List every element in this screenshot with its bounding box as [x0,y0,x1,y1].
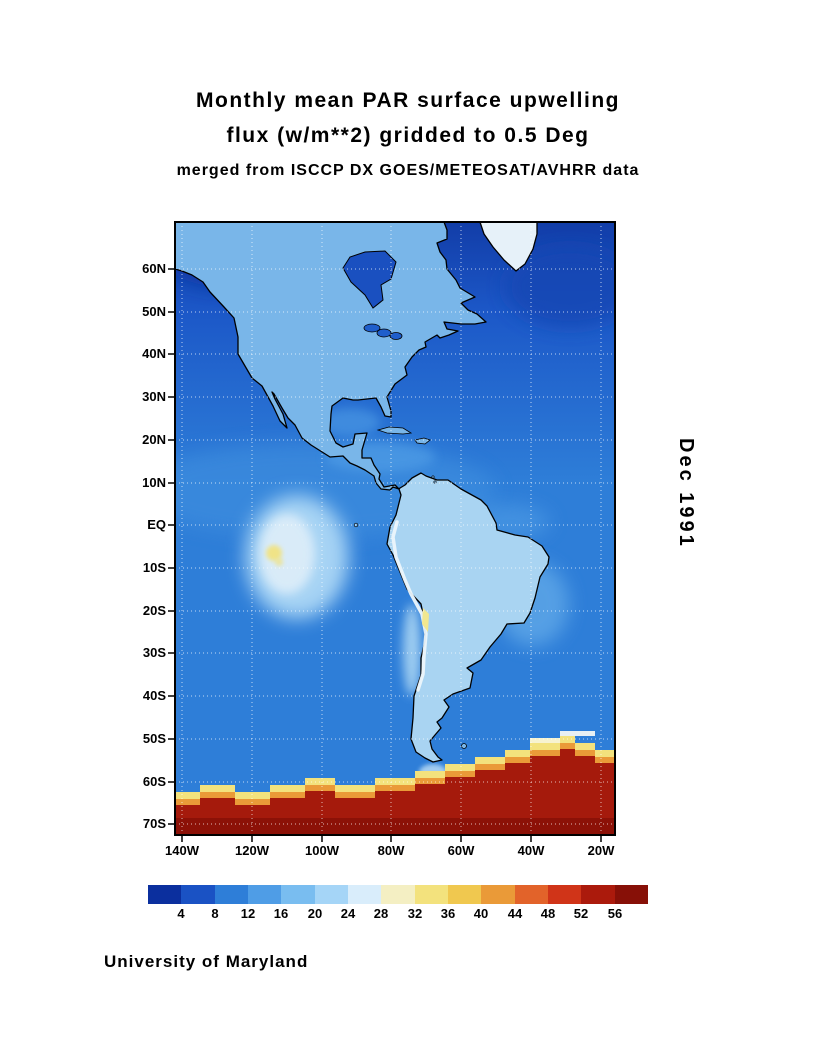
colorbar [148,885,648,904]
colorbar-label: 24 [340,906,356,921]
lat-tick-label: 40S [142,688,166,703]
colorbar-label: 20 [307,906,323,921]
colorbar-label: 8 [211,906,219,921]
se-pacific-yellow-maximum [266,545,282,561]
colorbar-label: 28 [373,906,389,921]
colorbar-label: 4 [177,906,185,921]
map-field [175,222,615,835]
colorbar-cell [148,885,182,904]
antarctic-gold-cells [530,738,560,743]
colorbar-label: 16 [273,906,289,921]
greenland-landmass [479,222,538,272]
se-pacific-yellow-maximum-2 [275,558,283,566]
lon-tick-label: 120W [235,843,269,858]
lon-tick-label: 20W [587,843,615,858]
credit-text: University of Maryland [104,952,309,971]
lat-tick-label: 30N [142,389,166,404]
lat-tick-label: 20N [142,432,166,447]
north-atlantic-dark-patch [505,247,615,327]
lat-tick-label: 40N [142,346,166,361]
lat-tick-label: EQ [147,517,166,532]
colorbar-label: 44 [507,906,523,921]
altiplano-yellow-patch [422,608,429,632]
andes-pale-strip [391,520,428,692]
great-lake-michigan-huron [376,328,392,338]
graticule [175,222,615,835]
lat-tick-label: 10S [142,560,166,575]
title-line-2: flux (w/m**2) gridded to 0.5 Deg [226,124,590,147]
lat-tick-label: 50N [142,304,166,319]
lat-tick-label: 70S [142,816,166,831]
lat-tick-label: 30S [142,645,166,660]
colorbar-cell [481,885,515,904]
lat-tick-label: 10N [142,475,166,490]
colorbar-cell [414,885,448,904]
lon-tick-label: 40W [517,843,545,858]
colorbar-cell [281,885,315,904]
lon-tick-label: 80W [377,843,405,858]
chile-coastal-light-strip [403,604,421,696]
axis-ticks [168,268,602,842]
title-block: Monthly mean PAR surface upwelling flux … [0,84,816,188]
colorbar-cell [514,885,548,904]
map-canvas [168,221,616,842]
great-lake-erie-ontario [389,332,403,340]
title-line-3: merged from ISCCP DX GOES/METEOSAT/AVHRR… [176,162,640,179]
antarctic-pale-cells [560,731,595,736]
colorbar-cell [581,885,615,904]
lat-tick-label: 50S [142,731,166,746]
colorbar-cell [547,885,582,904]
lat-tick-label: 60N [142,261,166,276]
colorbar-label: 52 [573,906,589,921]
colorbar-label: 56 [607,906,623,921]
colorbar-cell [381,885,415,904]
colorbar-cell [447,885,482,904]
colorbar-cell [214,885,248,904]
lesser-antilles-1 [431,475,435,479]
colorbar-label: 40 [473,906,489,921]
lon-tick-label: 140W [165,843,199,858]
colorbar-label: 12 [240,906,256,921]
colorbar-label: 48 [540,906,556,921]
galapagos-island [353,522,359,528]
colorbar-cell [614,885,648,904]
colorbar-label: 36 [440,906,456,921]
antarctic-core-dark-red [175,818,615,835]
se-pacific-stratus-core [259,514,315,594]
colorbar-cell [314,885,348,904]
lat-tick-label: 20S [142,603,166,618]
great-lake-superior [363,323,381,333]
map-area [167,214,623,843]
colorbar-label: 32 [407,906,423,921]
lon-tick-label: 60W [447,843,475,858]
falkland-islands [461,743,467,749]
antarctic-band-red [175,749,615,835]
lon-tick-label: 100W [305,843,339,858]
hudson-bay [342,250,397,309]
colorbar-cell [247,885,282,904]
cuba-island [376,426,413,435]
hispaniola-island [414,437,431,445]
north-america-landmass [175,222,487,491]
gulf-of-mexico-light-patch [320,408,380,436]
date-label: Dec 1991 [675,438,697,549]
colorbar-cell [347,885,382,904]
colorbar-cell [181,885,215,904]
title-line-1: Monthly mean PAR surface upwelling [196,89,620,112]
map-frame [174,221,616,836]
lat-tick-label: 60S [142,774,166,789]
